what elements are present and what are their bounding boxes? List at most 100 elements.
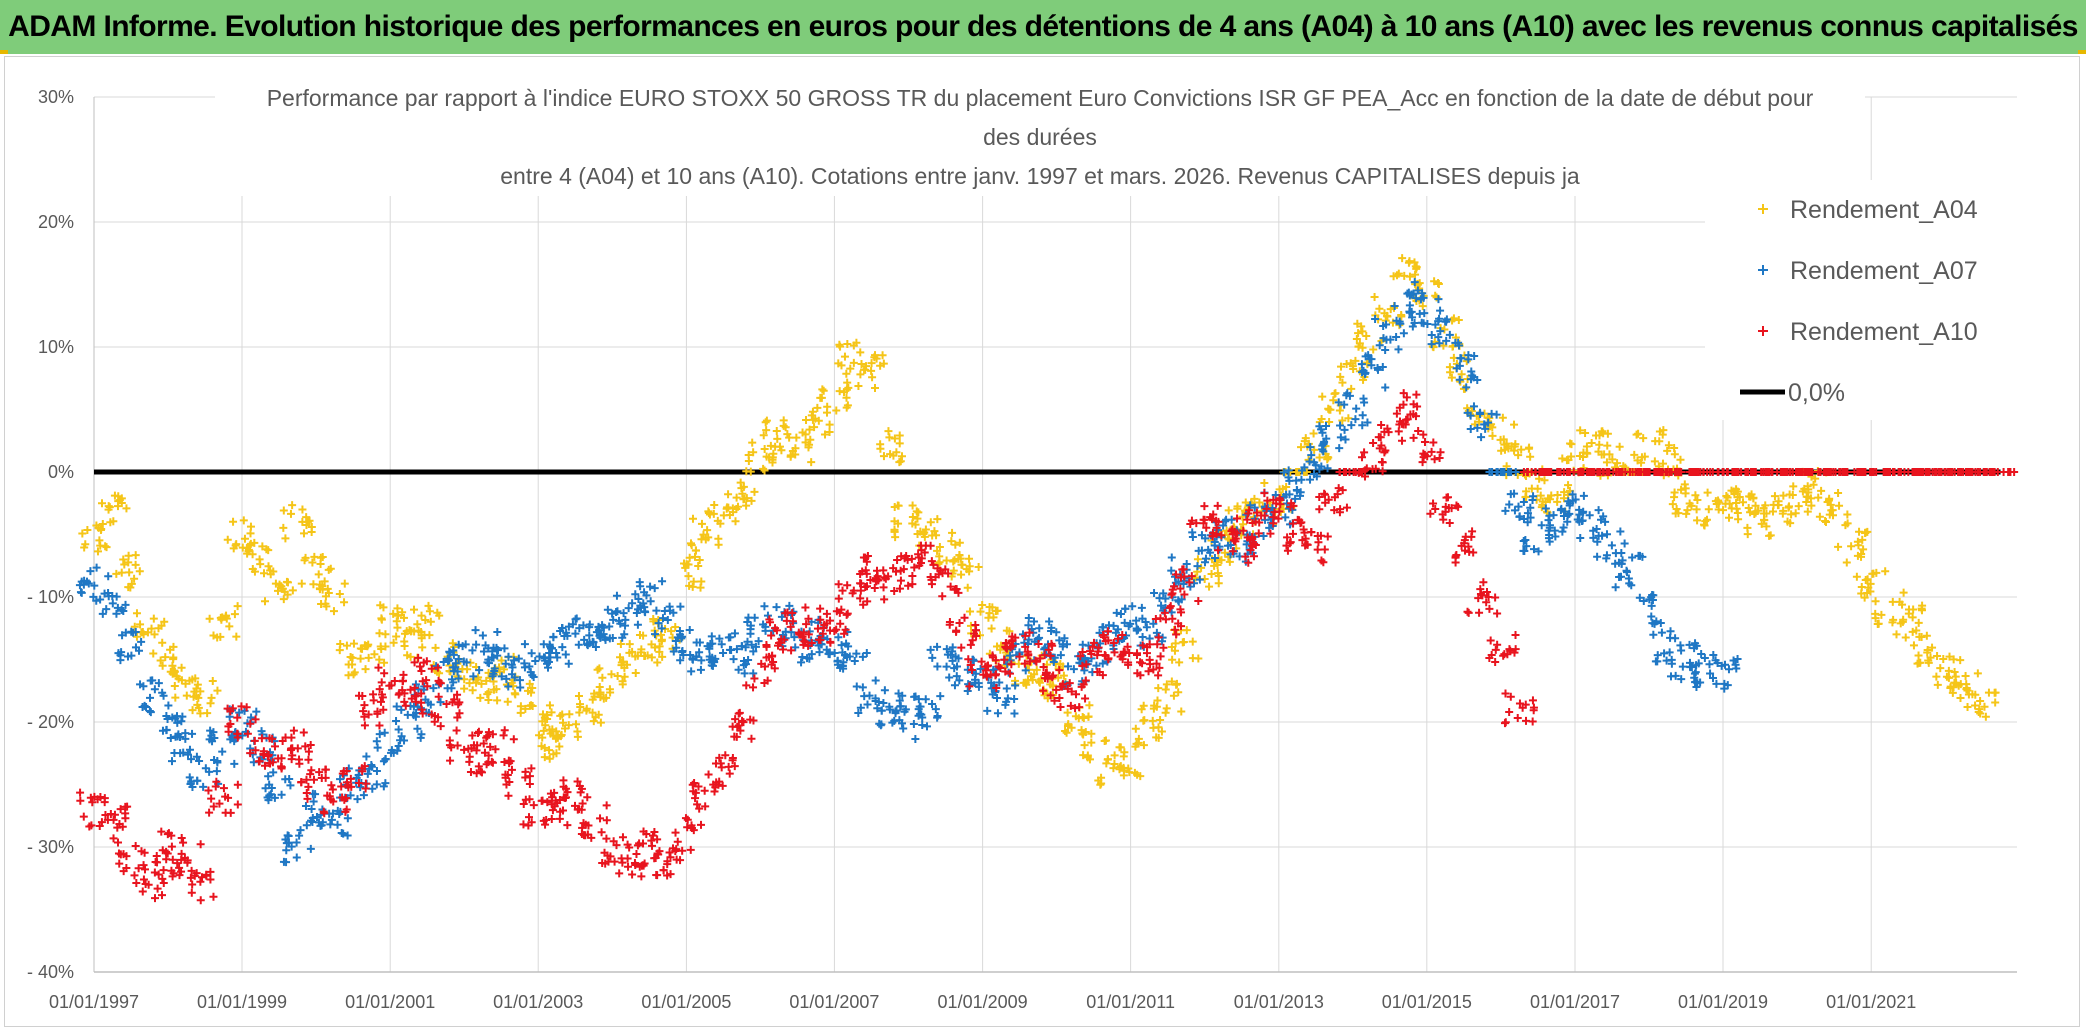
data-point: [1485, 630, 1520, 667]
data-point: [729, 478, 759, 517]
chart-title-line-1: Performance par rapport à l'indice EURO …: [267, 85, 1814, 111]
y-tick-label: 0%: [48, 462, 74, 482]
data-point: [1500, 689, 1538, 728]
data-point: [1315, 422, 1350, 456]
legend-label: Rendement_A10: [1790, 318, 1978, 346]
data-point: [1039, 666, 1067, 705]
data-point: [1815, 489, 1852, 530]
data-point: [834, 338, 871, 378]
data-point: [816, 378, 853, 417]
data-point: [1279, 466, 1315, 503]
data-point: [261, 567, 297, 606]
data-point: [1409, 426, 1445, 467]
data-point: [76, 788, 109, 831]
banner-corner-right: [2078, 50, 2086, 54]
data-point: [1649, 627, 1686, 666]
x-tick-label: 01/01/1997: [49, 992, 139, 1012]
data-point: [1779, 482, 1816, 518]
legend-item: Rendement_A04: [1758, 196, 1978, 224]
data-point: [556, 776, 592, 816]
data-point: [631, 577, 667, 618]
data-point: [186, 866, 218, 905]
data-point: [170, 663, 205, 702]
data-point: [801, 402, 834, 439]
data-point: [593, 664, 629, 702]
data-point: [781, 603, 813, 639]
data-point: [741, 613, 770, 656]
y-tick-label: - 10%: [27, 587, 74, 607]
data-point: [1298, 528, 1332, 567]
data-point: [1354, 438, 1390, 481]
data-point: [101, 802, 132, 843]
data-point: [759, 416, 790, 455]
data-point: [410, 601, 444, 643]
data-point: [130, 866, 168, 903]
x-tick-label: 01/01/2005: [641, 992, 731, 1012]
data-point: [1537, 504, 1574, 541]
data-point: [482, 726, 518, 768]
data-point: [1056, 676, 1090, 713]
data-point: [945, 613, 981, 652]
data-point: [650, 848, 685, 880]
data-point: [279, 826, 315, 867]
data-point: [1743, 504, 1777, 540]
data-point: [445, 726, 483, 765]
data-point: [704, 490, 740, 528]
data-point: [1298, 439, 1332, 481]
data-points: [75, 254, 2019, 905]
x-tick-label: 01/01/2011: [1086, 992, 1175, 1012]
data-point: [816, 604, 851, 638]
data-point: [852, 676, 889, 717]
data-point: [687, 514, 723, 555]
data-point: [464, 739, 500, 778]
data-point: [1357, 351, 1390, 392]
data-point: [1501, 489, 1538, 524]
data-point: [893, 551, 925, 593]
data-point: [1834, 527, 1872, 567]
data-point: [1094, 751, 1129, 789]
data-point: [136, 676, 168, 717]
data-point: [870, 564, 900, 604]
legend-swatch-plus: [1758, 326, 1768, 336]
banner-corner-left: [0, 50, 8, 54]
data-point: [1463, 578, 1502, 618]
data-point: [78, 520, 111, 556]
legend-label: Rendement_A07: [1790, 257, 1978, 285]
data-point: [1630, 426, 1668, 468]
data-point: [316, 805, 352, 840]
banner-title: ADAM Informe. Evolution historique des p…: [8, 10, 2078, 43]
data-point: [704, 751, 739, 792]
data-point: [910, 692, 945, 731]
data-point: [445, 640, 484, 681]
data-point: [96, 588, 130, 618]
data-point: [1023, 639, 1057, 678]
data-point: [876, 427, 906, 467]
chart-title-line-3: entre 4 (A04) et 10 ans (A10). Cotations…: [500, 163, 1580, 189]
data-point: [372, 728, 409, 766]
chart-frame: [4, 56, 2080, 1027]
data-point: [964, 651, 1001, 692]
data-point: [75, 563, 113, 605]
y-tick-label: 20%: [38, 212, 74, 232]
data-point: [742, 438, 778, 476]
data-point: [297, 765, 330, 803]
data-point: [1315, 389, 1353, 427]
data-point: [1687, 488, 1723, 530]
report-banner: ADAM Informe. Evolution historique des p…: [0, 0, 2086, 54]
data-point: [223, 702, 260, 742]
data-point: [1575, 505, 1610, 543]
data-point: [149, 638, 181, 681]
chart-legend: Rendement_A04 Rendement_A07 Rendement_A10 0…: [1705, 180, 2023, 420]
y-axis-ticks: 30% 20% 10% 0% - 10% - 20% - 30% - 40%: [27, 87, 74, 982]
data-point: [483, 644, 517, 681]
data-point: [1705, 654, 1742, 693]
data-point: [597, 828, 627, 868]
data-point: [1871, 588, 1908, 628]
data-point: [1760, 491, 1796, 528]
legend-swatch-plus: [1758, 204, 1768, 214]
data-point: [1889, 601, 1927, 642]
data-point: [594, 605, 630, 643]
data-point: [1452, 351, 1482, 392]
legend-background: [1705, 180, 2023, 420]
data-point: [778, 627, 816, 667]
